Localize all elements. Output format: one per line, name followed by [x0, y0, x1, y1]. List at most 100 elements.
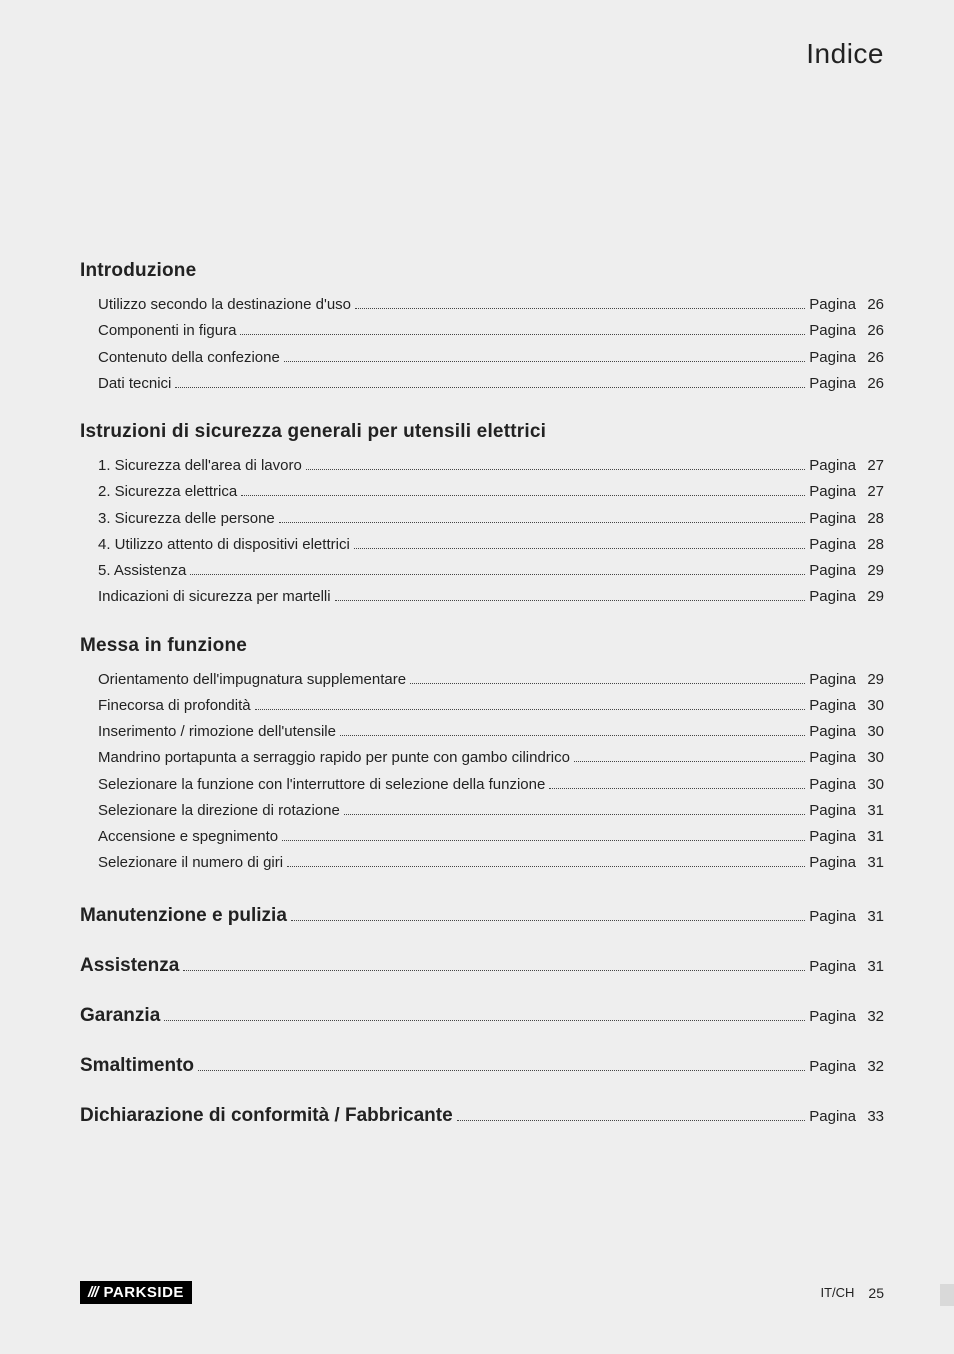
- page-number: 27: [862, 453, 884, 479]
- brand-logo: /// PARKSIDE: [80, 1281, 192, 1304]
- toc-label: Selezionare la direzione di rotazione: [98, 798, 340, 824]
- page-word: Pagina: [809, 798, 856, 824]
- page-word: Pagina: [809, 532, 856, 558]
- toc-row: Selezionare la direzione di rotazione Pa…: [80, 798, 884, 824]
- page-title: Indice: [80, 38, 884, 70]
- page-word: Pagina: [809, 719, 856, 745]
- section-manutenzione: Manutenzione e pulizia Pagina 31: [80, 905, 884, 927]
- page-word: Pagina: [809, 958, 856, 975]
- leader-dots: [354, 538, 806, 549]
- leader-dots: [287, 857, 805, 868]
- inline-heading: Garanzia: [80, 1005, 160, 1027]
- leader-dots: [291, 909, 805, 920]
- page-word: Pagina: [809, 371, 856, 397]
- toc-label: 4. Utilizzo attento di dispositivi elett…: [98, 532, 350, 558]
- toc-row: Finecorsa di profondità Pagina 30: [80, 693, 884, 719]
- toc-label: Utilizzo secondo la destinazione d'uso: [98, 292, 351, 318]
- leader-dots: [549, 778, 805, 789]
- inline-heading: Manutenzione e pulizia: [80, 905, 287, 927]
- page-number: 29: [862, 584, 884, 610]
- leader-dots: [190, 565, 805, 576]
- toc-row: Accensione e spegnimento Pagina 31: [80, 824, 884, 850]
- page-word: Pagina: [809, 693, 856, 719]
- toc-label: 1. Sicurezza dell'area di lavoro: [98, 453, 302, 479]
- footer: /// PARKSIDE IT/CH 25: [80, 1281, 884, 1304]
- page-number: 29: [862, 667, 884, 693]
- page-word: Pagina: [809, 745, 856, 771]
- leader-dots: [183, 959, 805, 970]
- page-number: 31: [862, 824, 884, 850]
- leader-dots: [279, 512, 806, 523]
- section-dichiarazione: Dichiarazione di conformità / Fabbricant…: [80, 1105, 884, 1127]
- toc-row: Inserimento / rimozione dell'utensile Pa…: [80, 719, 884, 745]
- leader-dots: [240, 325, 805, 336]
- section-assistenza: Assistenza Pagina 31: [80, 955, 884, 977]
- language-code: IT/CH: [820, 1285, 854, 1300]
- leader-dots: [574, 752, 805, 763]
- leader-dots: [410, 673, 805, 684]
- page-word: Pagina: [809, 850, 856, 876]
- page-number: 27: [862, 479, 884, 505]
- brand-name: PARKSIDE: [104, 1284, 184, 1301]
- leader-dots: [198, 1059, 805, 1070]
- footer-page-number: 25: [868, 1285, 884, 1301]
- page-word: Pagina: [809, 584, 856, 610]
- page-edge-mark: [940, 1284, 954, 1306]
- section-heading-messa: Messa in funzione: [80, 635, 884, 657]
- page-number: 30: [862, 772, 884, 798]
- leader-dots: [284, 351, 805, 362]
- leader-dots: [241, 486, 805, 497]
- section-heading-introduzione: Introduzione: [80, 260, 884, 282]
- page-number: 32: [862, 1008, 884, 1025]
- leader-dots: [344, 804, 805, 815]
- leader-dots: [164, 1009, 805, 1020]
- toc-label: 2. Sicurezza elettrica: [98, 479, 237, 505]
- toc-row: 4. Utilizzo attento di dispositivi elett…: [80, 532, 884, 558]
- page-word: Pagina: [809, 318, 856, 344]
- toc-row: 5. Assistenza Pagina 29: [80, 558, 884, 584]
- toc-row: Mandrino portapunta a serraggio rapido p…: [80, 745, 884, 771]
- page-word: Pagina: [809, 292, 856, 318]
- toc-row: Contenuto della confezione Pagina 26: [80, 345, 884, 371]
- toc-label: Mandrino portapunta a serraggio rapido p…: [98, 745, 570, 771]
- section-smaltimento: Smaltimento Pagina 32: [80, 1055, 884, 1077]
- page: Indice Introduzione Utilizzo secondo la …: [0, 0, 954, 1354]
- toc-label: Indicazioni di sicurezza per martelli: [98, 584, 331, 610]
- page-number: 26: [862, 292, 884, 318]
- page-word: Pagina: [809, 479, 856, 505]
- logo-stripes-icon: ///: [88, 1284, 98, 1301]
- page-word: Pagina: [809, 506, 856, 532]
- toc-row: Orientamento dell'impugnatura supplement…: [80, 667, 884, 693]
- inline-heading: Smaltimento: [80, 1055, 194, 1077]
- page-word: Pagina: [809, 1108, 856, 1125]
- leader-dots: [255, 699, 806, 710]
- page-number: 26: [862, 345, 884, 371]
- page-number: 29: [862, 558, 884, 584]
- page-word: Pagina: [809, 908, 856, 925]
- toc-row: 3. Sicurezza delle persone Pagina 28: [80, 506, 884, 532]
- inline-heading: Dichiarazione di conformità / Fabbricant…: [80, 1105, 453, 1127]
- page-number: 26: [862, 371, 884, 397]
- page-word: Pagina: [809, 667, 856, 693]
- section-heading-istruzioni: Istruzioni di sicurezza generali per ute…: [80, 421, 884, 443]
- toc-label: Selezionare la funzione con l'interrutto…: [98, 772, 545, 798]
- inline-heading: Assistenza: [80, 955, 179, 977]
- leader-dots: [306, 460, 805, 471]
- leader-dots: [355, 299, 805, 310]
- page-number: 26: [862, 318, 884, 344]
- toc-row: 2. Sicurezza elettrica Pagina 27: [80, 479, 884, 505]
- leader-dots: [340, 726, 805, 737]
- toc-label: Orientamento dell'impugnatura supplement…: [98, 667, 406, 693]
- footer-right: IT/CH 25: [820, 1285, 884, 1301]
- page-number: 31: [862, 850, 884, 876]
- page-number: 28: [862, 506, 884, 532]
- page-word: Pagina: [809, 558, 856, 584]
- toc-label: Dati tecnici: [98, 371, 171, 397]
- page-number: 30: [862, 745, 884, 771]
- leader-dots: [457, 1109, 806, 1120]
- page-word: Pagina: [809, 1008, 856, 1025]
- toc-label: Finecorsa di profondità: [98, 693, 251, 719]
- toc-label: Selezionare il numero di giri: [98, 850, 283, 876]
- page-number: 28: [862, 532, 884, 558]
- toc-row: Indicazioni di sicurezza per martelli Pa…: [80, 584, 884, 610]
